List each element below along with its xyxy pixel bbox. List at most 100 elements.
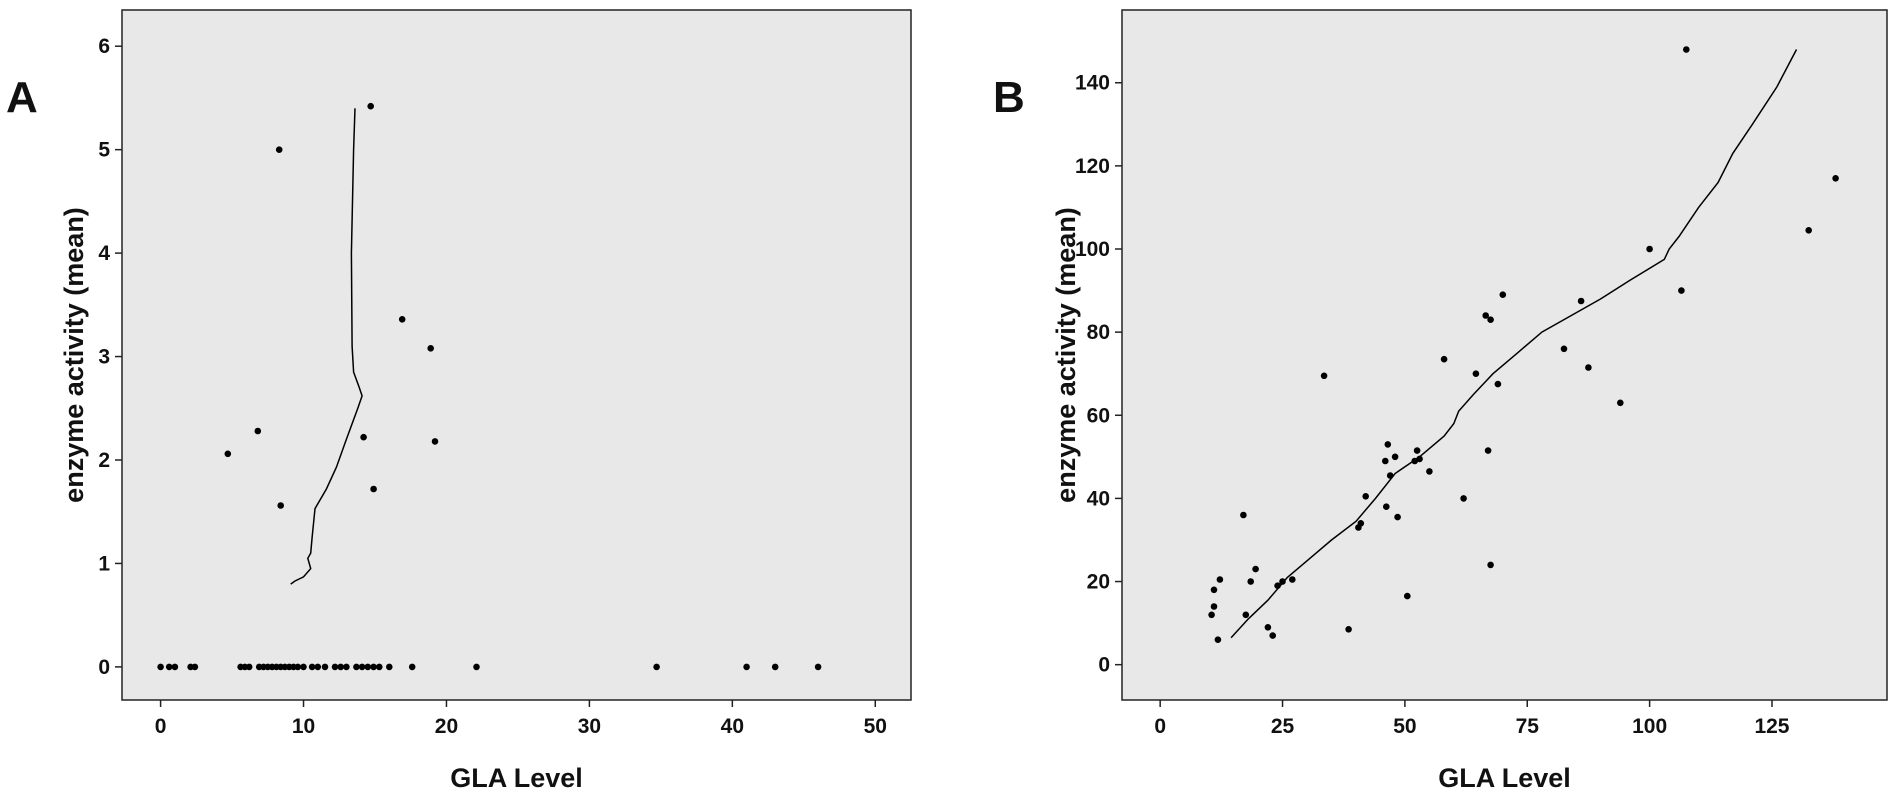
data-point	[1269, 632, 1276, 639]
data-point	[1274, 582, 1281, 589]
data-point	[337, 663, 345, 671]
data-point	[370, 485, 377, 493]
data-point	[165, 663, 173, 671]
data-point	[1247, 578, 1254, 585]
data-point	[473, 663, 480, 671]
data-point	[1289, 576, 1296, 583]
panel-label: A	[6, 73, 38, 122]
data-point	[1404, 592, 1411, 600]
data-point	[1440, 355, 1448, 363]
data-point	[1240, 511, 1247, 519]
data-point	[370, 663, 377, 671]
data-point	[224, 450, 232, 458]
x-axis-title: GLA Level	[450, 763, 583, 793]
data-point	[1386, 472, 1394, 479]
data-point	[1484, 447, 1492, 454]
data-point	[1560, 345, 1568, 353]
y-axis-title: enzyme activity (mean)	[59, 207, 89, 503]
data-point	[1216, 576, 1224, 583]
x-tick-label: 50	[864, 715, 887, 738]
y-tick-label: 4	[98, 242, 110, 265]
data-point	[1487, 316, 1494, 324]
data-point	[1208, 611, 1215, 619]
data-point	[157, 663, 164, 671]
loess-fit-line	[1230, 49, 1798, 639]
plot-area	[121, 9, 912, 701]
data-point	[1357, 520, 1365, 527]
data-point	[254, 427, 262, 435]
x-tick-label: 30	[578, 715, 601, 738]
data-point	[431, 438, 439, 445]
data-point	[1472, 370, 1480, 378]
data-point	[275, 146, 283, 153]
data-point	[1805, 227, 1812, 234]
y-tick-label: 3	[98, 346, 110, 369]
data-point	[653, 663, 660, 671]
data-point	[1242, 611, 1250, 619]
data-point	[1499, 291, 1507, 299]
x-tick-label: 50	[1393, 715, 1416, 738]
data-point	[1494, 380, 1502, 388]
data-point	[408, 663, 416, 671]
data-point	[1383, 503, 1390, 511]
data-point	[191, 663, 199, 671]
data-point	[743, 663, 750, 671]
data-point	[427, 345, 435, 352]
data-point	[1252, 565, 1259, 573]
data-point	[1482, 312, 1489, 319]
data-point	[300, 663, 307, 671]
data-point	[1585, 364, 1592, 371]
data-point	[1362, 493, 1369, 500]
data-point	[1487, 561, 1494, 569]
data-point	[308, 663, 316, 671]
y-tick-label: 20	[1087, 571, 1110, 594]
data-point	[294, 663, 302, 671]
y-tick-label: 2	[98, 449, 110, 472]
data-point	[398, 316, 406, 323]
data-point	[814, 663, 822, 671]
y-tick-label: 0	[98, 656, 110, 679]
y-tick-label: 140	[1075, 72, 1110, 95]
x-tick-label: 75	[1516, 715, 1540, 738]
data-point	[1210, 603, 1218, 610]
data-point	[321, 663, 329, 671]
data-point	[1264, 624, 1272, 631]
data-point	[1382, 457, 1389, 465]
data-point	[1320, 372, 1328, 380]
data-point	[1617, 399, 1624, 407]
y-tick-label: 120	[1075, 155, 1110, 178]
data-point	[314, 663, 322, 671]
data-point	[277, 502, 285, 509]
y-tick-label: 5	[98, 139, 110, 162]
x-tick-label: 40	[721, 715, 744, 738]
y-tick-label: 0	[1098, 654, 1110, 677]
y-tick-label: 1	[98, 552, 110, 575]
data-point	[1460, 495, 1467, 502]
data-point	[1394, 513, 1401, 521]
plot-area	[1121, 9, 1888, 701]
loess-fit-line	[290, 108, 363, 585]
data-point	[386, 663, 393, 671]
y-tick-label: 40	[1087, 487, 1110, 510]
data-point	[1214, 636, 1222, 643]
data-point	[1384, 441, 1392, 448]
x-tick-label: 10	[292, 715, 315, 738]
chart-panel-A: A 0 10 20 30 40 50 0 1 2 3 4 5 6 GLA Level enzyme activ…	[6, 9, 912, 793]
data-point	[367, 102, 375, 110]
data-point	[358, 663, 366, 671]
data-point	[1210, 586, 1218, 594]
data-point	[771, 663, 779, 671]
data-point	[245, 663, 253, 671]
y-tick-label: 60	[1087, 404, 1110, 427]
data-point	[1413, 447, 1421, 454]
data-point	[1683, 46, 1690, 53]
x-tick-label: 100	[1632, 715, 1667, 738]
data-point	[1345, 626, 1352, 633]
data-point	[1646, 245, 1653, 253]
data-point	[1426, 468, 1433, 475]
data-point	[343, 663, 350, 671]
data-point	[353, 663, 360, 671]
x-tick-label: 20	[435, 715, 458, 738]
y-tick-label: 80	[1087, 321, 1110, 344]
